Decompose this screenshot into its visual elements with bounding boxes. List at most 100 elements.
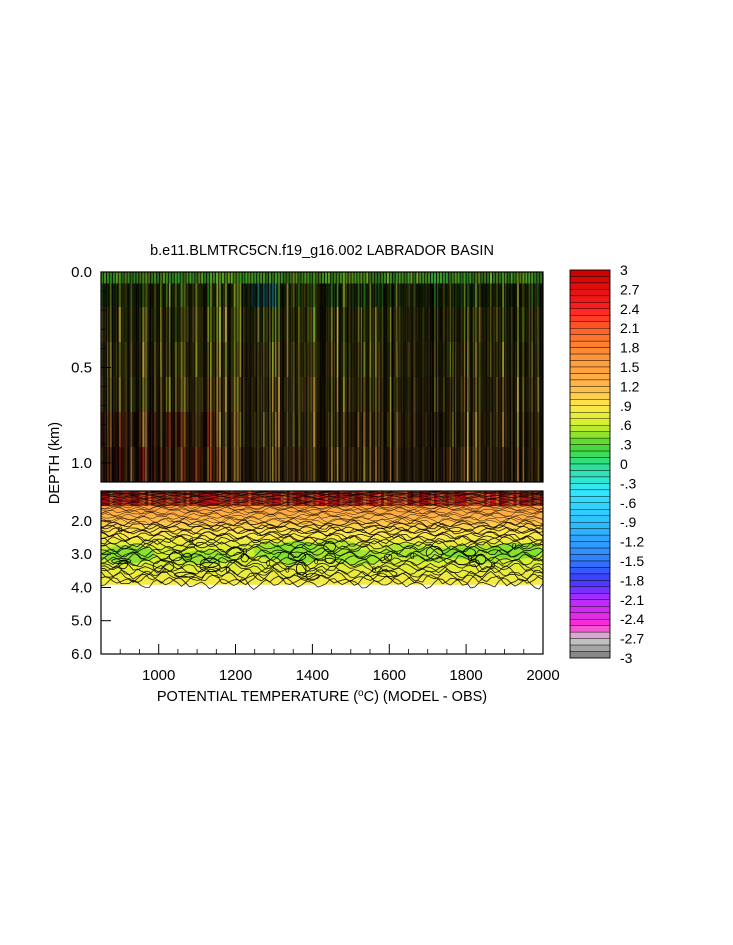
upper-field-strip <box>295 412 298 448</box>
upper-field-strip <box>357 307 360 343</box>
upper-field-strip <box>357 377 360 413</box>
upper-field-strip <box>507 447 510 482</box>
lower-contour-line <box>101 556 543 567</box>
upper-field-strip <box>348 272 351 308</box>
upper-field-strip <box>180 412 183 448</box>
lower-top-strip <box>422 491 426 506</box>
lower-y-tick-label: 2.0 <box>71 513 92 530</box>
upper-contour-streak <box>538 272 541 482</box>
upper-contour-streak <box>452 272 455 482</box>
upper-field-strip <box>254 342 257 378</box>
upper-field-strip <box>363 377 366 413</box>
upper-field-strip <box>501 272 504 308</box>
upper-field-strip <box>212 447 216 482</box>
upper-field-strip <box>445 447 448 482</box>
upper-field-strip <box>510 307 513 343</box>
lower-top-strip <box>531 491 535 506</box>
upper-field-strip <box>457 307 460 343</box>
upper-surface-strip <box>171 272 174 284</box>
upper-field-strip <box>183 342 186 378</box>
upper-field-strip <box>342 307 345 343</box>
lower-field-band <box>101 508 543 511</box>
upper-contour-streak <box>200 272 202 482</box>
upper-field-strip <box>501 377 504 413</box>
upper-field-strip <box>207 307 210 343</box>
upper-field-strip <box>271 412 275 448</box>
upper-field-strip <box>333 342 336 378</box>
upper-field-strip <box>230 342 233 378</box>
upper-field-strip <box>271 342 275 378</box>
lower-top-strip <box>171 491 175 506</box>
upper-field-strip <box>251 307 254 343</box>
upper-field-strip <box>180 377 183 413</box>
lower-top-strip <box>322 491 326 506</box>
upper-field-strip <box>212 307 216 343</box>
contour-label: 0 <box>468 554 473 563</box>
upper-field-strip <box>165 377 169 413</box>
lower-top-strip <box>360 491 364 506</box>
lower-top-strip <box>528 491 532 506</box>
upper-field-strip <box>180 447 183 482</box>
upper-field-strip <box>174 447 177 482</box>
lower-y-tick-label: 4.0 <box>71 580 92 597</box>
upper-field-strip <box>484 447 487 482</box>
lower-top-strip <box>254 491 258 506</box>
lower-top-strip <box>307 491 311 506</box>
upper-field-strip <box>109 377 113 413</box>
colorbar-swatch <box>569 586 611 594</box>
lower-panel: 0 0 0 0 0 0 0 0 0 0 0 0 2.0 3.0 4.0 5.0 6.0 1000 1200 140… <box>71 490 560 684</box>
contour-label: 0 <box>491 561 496 570</box>
upper-surface-strip <box>422 272 425 284</box>
upper-field-strip <box>121 307 124 343</box>
colorbar-swatch <box>569 489 611 497</box>
upper-field-strip <box>292 307 295 343</box>
lower-top-strip <box>495 491 500 506</box>
upper-surface-strip <box>274 272 277 284</box>
upper-field-strip <box>239 412 242 448</box>
colorbar-swatch <box>569 496 611 503</box>
upper-field-strip <box>236 412 239 448</box>
upper-field-strip <box>472 272 475 308</box>
upper-field-strip <box>375 377 378 413</box>
upper-field-strip <box>257 307 260 343</box>
upper-field-strip <box>177 412 180 448</box>
upper-field-strip <box>345 307 348 343</box>
upper-field-strip <box>310 272 313 308</box>
upper-surface-strip <box>489 272 493 284</box>
upper-field-strip <box>445 342 448 378</box>
upper-field-strip <box>372 307 375 343</box>
upper-y-axis: 0.0 0.5 1.0 <box>71 264 111 483</box>
upper-field-strip <box>251 412 254 448</box>
upper-surface-strip <box>484 272 487 284</box>
upper-contour-streak <box>270 272 273 482</box>
lower-top-strip <box>401 491 405 506</box>
upper-contour-streak <box>168 272 170 482</box>
upper-field-strip <box>233 342 236 378</box>
upper-field-strip <box>183 272 186 308</box>
lower-field-band <box>101 567 543 570</box>
upper-field-strip <box>425 377 428 413</box>
lower-closed-contour <box>296 572 308 578</box>
upper-contour-streak <box>459 272 461 482</box>
upper-field-strip <box>363 447 366 482</box>
upper-contour-streak <box>203 272 206 482</box>
colorbar-label: -.3 <box>620 475 637 491</box>
upper-field-strip <box>516 447 519 482</box>
upper-surface-strip <box>366 272 369 284</box>
upper-contour-streak <box>440 272 443 482</box>
upper-field-strip <box>472 412 475 448</box>
upper-surface-strip <box>227 272 230 284</box>
upper-field-strip <box>487 377 490 413</box>
lower-top-strip <box>151 491 155 506</box>
upper-field-strip <box>369 307 372 343</box>
lower-top-strip <box>525 491 529 506</box>
upper-surface-strip <box>230 272 233 284</box>
upper-contour-streak <box>481 272 484 482</box>
upper-field-strip <box>266 447 269 482</box>
upper-field-strip <box>360 272 363 308</box>
upper-surface-strip <box>324 272 328 284</box>
upper-field-strip <box>507 272 510 308</box>
upper-surface-strip <box>162 272 165 284</box>
upper-surface-strip <box>268 272 272 284</box>
upper-field-strip <box>271 307 275 343</box>
